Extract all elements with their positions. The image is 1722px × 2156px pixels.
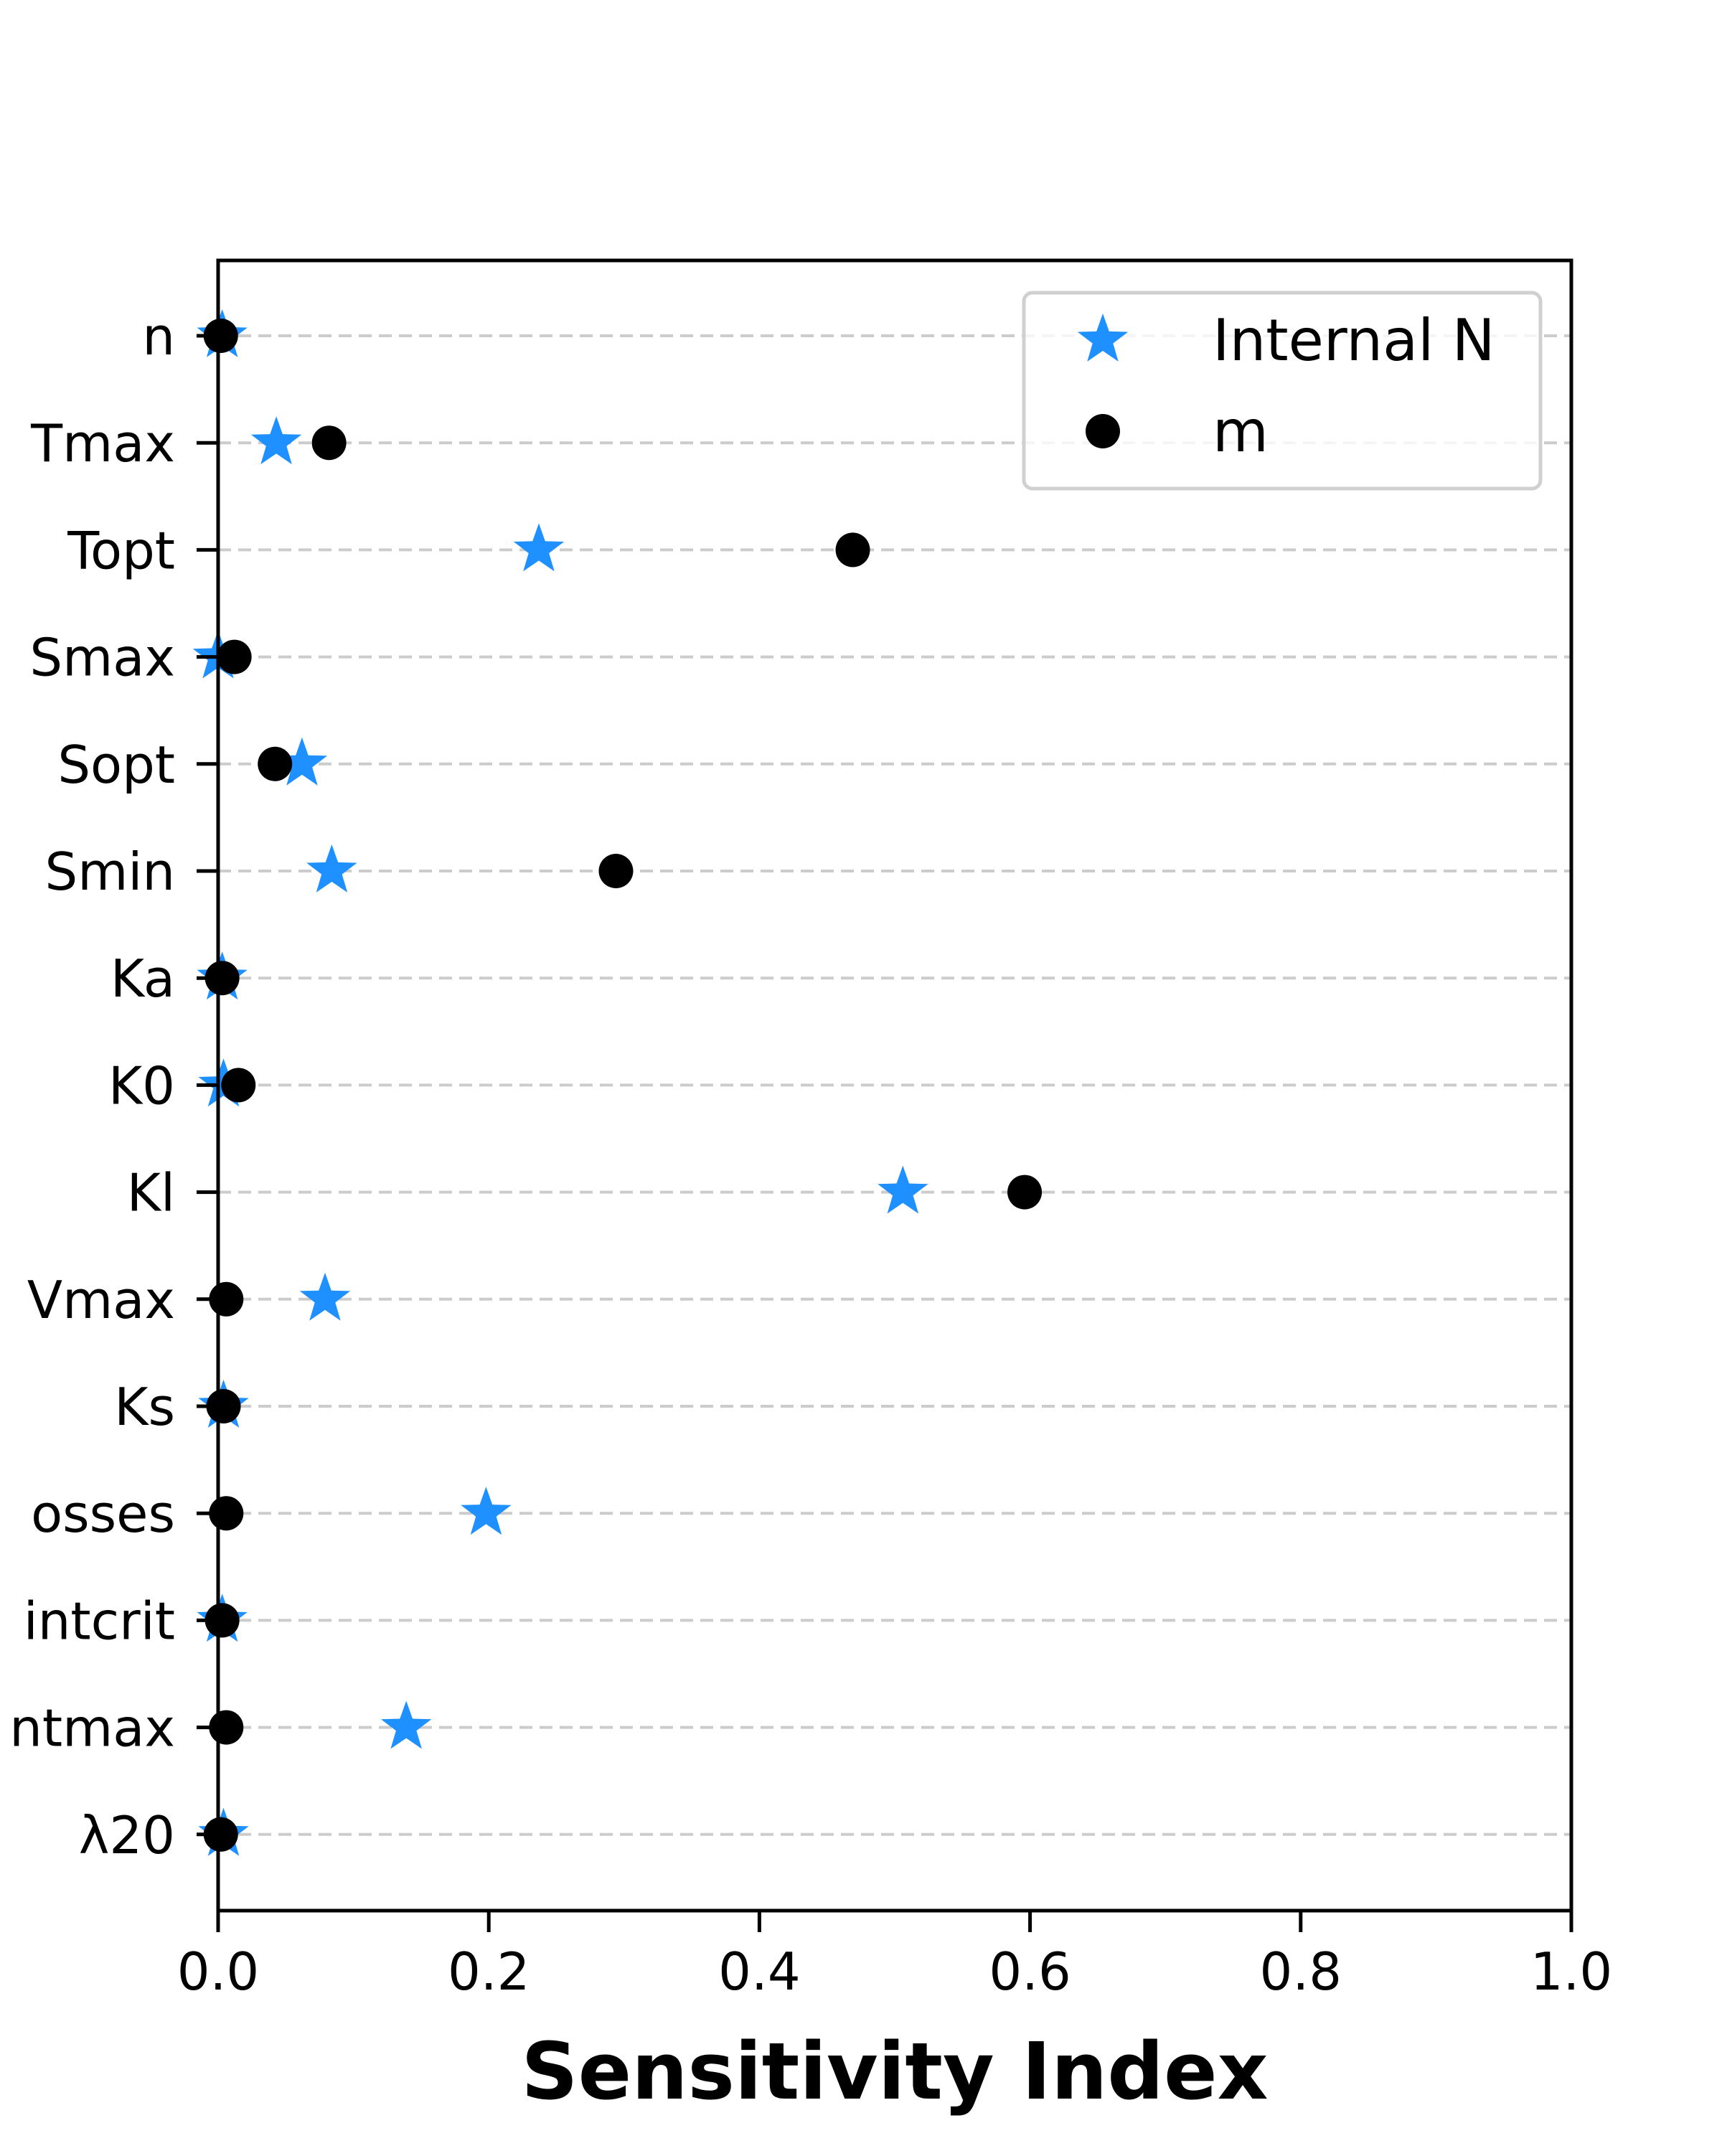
- y-tick-label: Sopt: [57, 735, 175, 795]
- y-tick-label: K0: [108, 1055, 175, 1116]
- star-point: [878, 1165, 928, 1214]
- star-point: [381, 1700, 432, 1749]
- circle-point: [206, 1389, 241, 1423]
- circle-point: [1007, 1174, 1043, 1210]
- y-tick-label: ntmax: [9, 1698, 175, 1759]
- y-tick-label: Smin: [45, 842, 175, 902]
- circle-point: [217, 639, 252, 674]
- x-axis-label: Sensitivity Index: [521, 2025, 1268, 2117]
- star-point: [276, 737, 328, 786]
- circle-point: [835, 532, 870, 568]
- axis-ticks: n Tmax Topt Smax Sopt Smin Ka K0 Kl Vmax Ks osses in…: [9, 306, 1612, 2002]
- star-point: [306, 844, 357, 893]
- grid-lines: [218, 334, 1571, 1836]
- star-point: [299, 1272, 351, 1321]
- y-tick-label: Ks: [114, 1377, 175, 1437]
- y-tick-label: Topt: [67, 520, 175, 580]
- x-tick-label: 0.2: [448, 1941, 530, 2002]
- x-tick-label: 0.0: [177, 1941, 260, 2002]
- star-point: [513, 523, 565, 572]
- star-point: [250, 416, 302, 465]
- y-tick-label: n: [142, 306, 175, 367]
- x-tick-label: 1.0: [1530, 1941, 1613, 2002]
- circle-point: [204, 1603, 240, 1638]
- y-tick-label: λ20: [79, 1805, 175, 1865]
- data-marks: [192, 309, 1043, 1856]
- x-tick-label: 0.6: [989, 1941, 1071, 2002]
- circle-point: [311, 425, 347, 461]
- legend-label: Internal N: [1213, 307, 1495, 374]
- star-point: [461, 1487, 512, 1535]
- x-tick-label: 0.4: [718, 1941, 801, 2002]
- y-tick-label: Vmax: [27, 1270, 175, 1330]
- y-tick-label: Ka: [110, 948, 175, 1009]
- circle-point: [203, 319, 238, 353]
- circle-point: [221, 1068, 256, 1103]
- legend: Internal N m: [1022, 291, 1543, 491]
- y-tick-label: Smax: [29, 628, 175, 688]
- y-tick-label: Tmax: [30, 413, 175, 474]
- circle-point: [598, 854, 634, 888]
- legend-star-icon: [1077, 314, 1129, 362]
- x-tick-label: 0.8: [1260, 1941, 1342, 2002]
- legend-label: m: [1213, 398, 1269, 465]
- circle-point: [203, 1817, 238, 1852]
- y-tick-label: Kl: [127, 1163, 175, 1223]
- legend-circle-icon: [1086, 414, 1120, 448]
- y-tick-label: osses: [31, 1484, 175, 1544]
- circle-point: [204, 961, 240, 996]
- circle-point: [258, 746, 293, 781]
- y-tick-label: intcrit: [24, 1591, 175, 1651]
- legend-box: [1022, 291, 1543, 491]
